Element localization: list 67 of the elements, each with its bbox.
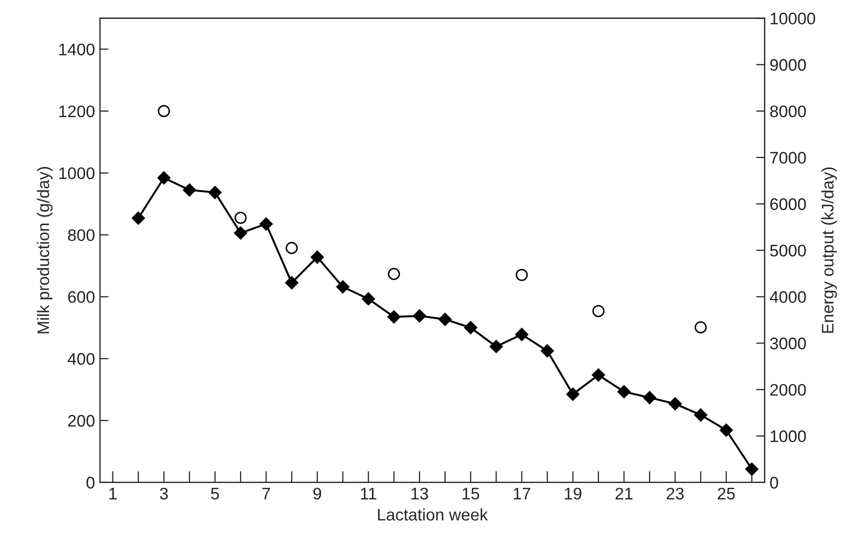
x-tick-label: 3 [160,488,168,500]
y2-tick-label: 6000 [770,198,806,210]
point [387,310,401,324]
point [158,104,170,118]
point [182,183,196,197]
y2-tick-label: 1000 [770,430,806,442]
point [720,424,733,437]
x-tick-label: 15 [462,488,480,500]
point [516,268,528,281]
point [566,388,580,401]
point [208,186,222,200]
point [285,276,298,290]
y-tick-label: 800 [68,229,94,242]
y2-axis-title: Energy output (kJ/day) [821,168,837,333]
y2-tick-label: 2000 [770,384,806,396]
y2-tick-label: 9000 [770,59,806,71]
point [464,321,478,334]
x-tick-label: 9 [313,488,322,500]
y2-tick-label: 0 [770,476,778,489]
point [286,242,298,254]
y-tick-label: 1400 [59,44,94,56]
point [694,321,707,334]
point [490,340,503,354]
point [617,385,631,398]
point [362,292,375,306]
x-tick-label: 23 [666,488,684,500]
x-tick-label: 25 [718,488,735,500]
x-tick-label: 7 [262,488,270,500]
y2-tick-label: 5000 [770,244,806,257]
point [540,344,554,358]
point [157,171,170,184]
point [260,217,273,231]
y-tick-label: 400 [68,353,94,365]
x-tick-label: 1 [109,488,117,500]
x-tick-label: 13 [412,488,428,500]
y2-tick-label: 10000 [770,12,816,24]
point [412,309,426,323]
y-axis-title: Milk production (g/day) [36,167,52,334]
point [694,408,708,422]
point [234,212,247,224]
point [515,328,528,342]
point [745,462,758,476]
y2-tick-label: 7000 [770,152,806,164]
y-tick-label: 1000 [59,167,94,180]
point [388,268,400,280]
x-tick-label: 5 [211,488,219,500]
y-tick-label: 600 [68,291,94,303]
point [592,368,606,382]
x-tick-label: 11 [361,488,376,500]
y-tick-label: 1200 [59,105,94,118]
x-tick-label: 19 [564,488,582,500]
point [234,226,248,240]
point [642,391,656,404]
y2-tick-label: 8000 [770,105,806,118]
point [668,397,682,410]
point [438,312,452,326]
point [132,212,145,225]
point [592,305,605,318]
y-tick-label: 0 [86,476,94,489]
point [310,250,324,264]
x-tick-label: 21 [616,488,632,500]
x-tick-label: 17 [514,488,530,500]
y-tick-label: 200 [68,414,94,427]
x-axis-title: Lactation week [378,508,488,521]
y2-tick-label: 3000 [770,338,806,350]
y2-tick-label: 4000 [770,291,806,303]
point [336,280,350,294]
